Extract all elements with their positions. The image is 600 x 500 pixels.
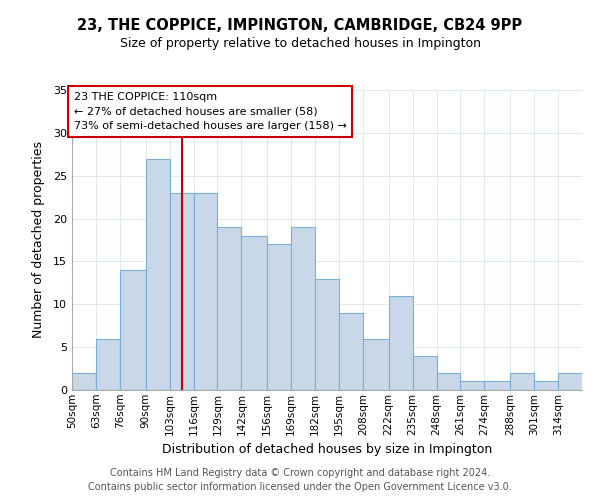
Bar [510, 373, 534, 390]
Bar [146, 158, 170, 390]
Bar [389, 296, 413, 390]
Bar [120, 270, 146, 390]
Bar [241, 236, 267, 390]
Bar [170, 193, 194, 390]
Bar [194, 193, 217, 390]
Bar [484, 382, 510, 390]
Bar [291, 227, 315, 390]
Bar [267, 244, 291, 390]
Bar [558, 373, 582, 390]
Bar [217, 227, 241, 390]
Bar [72, 373, 96, 390]
Text: Size of property relative to detached houses in Impington: Size of property relative to detached ho… [119, 38, 481, 51]
Bar [96, 338, 120, 390]
Text: 23 THE COPPICE: 110sqm
← 27% of detached houses are smaller (58)
73% of semi-det: 23 THE COPPICE: 110sqm ← 27% of detached… [74, 92, 347, 132]
Bar [437, 373, 460, 390]
Text: Contains public sector information licensed under the Open Government Licence v3: Contains public sector information licen… [88, 482, 512, 492]
Text: 23, THE COPPICE, IMPINGTON, CAMBRIDGE, CB24 9PP: 23, THE COPPICE, IMPINGTON, CAMBRIDGE, C… [77, 18, 523, 32]
Text: Contains HM Land Registry data © Crown copyright and database right 2024.: Contains HM Land Registry data © Crown c… [110, 468, 490, 477]
Bar [413, 356, 437, 390]
X-axis label: Distribution of detached houses by size in Impington: Distribution of detached houses by size … [162, 443, 492, 456]
Bar [460, 382, 484, 390]
Bar [363, 338, 389, 390]
Bar [534, 382, 558, 390]
Y-axis label: Number of detached properties: Number of detached properties [32, 142, 44, 338]
Bar [339, 313, 363, 390]
Bar [315, 278, 339, 390]
